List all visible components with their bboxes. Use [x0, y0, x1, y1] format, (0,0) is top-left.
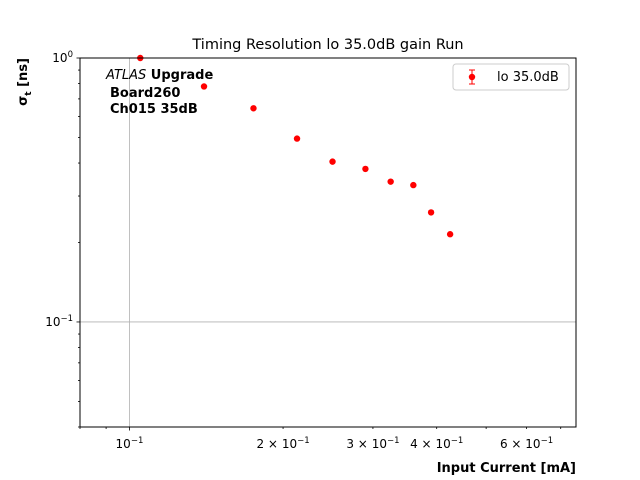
- data-point: [200, 83, 208, 90]
- x-tick-label: 2 × 10−1: [256, 436, 309, 451]
- chart-title: Timing Resolution lo 35.0dB gain Run: [191, 37, 463, 53]
- data-point: [446, 231, 454, 238]
- data-point: [362, 165, 369, 173]
- legend-marker: [468, 73, 476, 81]
- data-point: [293, 135, 301, 142]
- legend: lo 35.0dB: [452, 63, 570, 91]
- svg-text:ATLAS Upgrade: ATLAS Upgrade: [105, 68, 213, 83]
- board-label: Board260: [110, 86, 180, 101]
- data-point: [410, 181, 417, 189]
- x-tick-label: 3 × 10−1: [346, 436, 399, 451]
- data-point: [250, 105, 257, 112]
- grid: [80, 58, 576, 427]
- y-axis-label-unit: [ns]: [16, 58, 31, 91]
- y-axis-label-subscript: t: [24, 91, 34, 96]
- data-point: [329, 158, 336, 165]
- legend-label: lo 35.0dB: [497, 70, 559, 85]
- data-points: [137, 54, 454, 238]
- axis-ticks: 10−1 2 × 10−1 3 × 10−1 4 × 10−1 6 × 10−1 100 1…: [45, 50, 562, 451]
- y-axis-label: σt [ns]: [16, 58, 34, 106]
- plot-frame: [79, 57, 577, 428]
- x-axis-label: Input Current [mA]: [437, 461, 576, 476]
- x-tick-label: 6 × 10−1: [500, 436, 553, 451]
- upgrade-label: Upgrade: [146, 68, 213, 83]
- y-tick-label: 100: [52, 50, 73, 65]
- channel-label: Ch015 35dB: [110, 102, 198, 117]
- data-point: [387, 178, 394, 185]
- y-tick-label: 10−1: [45, 314, 73, 329]
- atlas-annotation: ATLAS Upgrade Board260 Ch015 35dB: [105, 68, 213, 117]
- data-point: [427, 209, 435, 216]
- y-axis-label-symbol: σ: [16, 96, 31, 106]
- legend-box: [452, 63, 570, 91]
- x-tick-label: 10−1: [116, 436, 144, 451]
- x-tick-label: 4 × 10−1: [410, 436, 463, 451]
- atlas-label: ATLAS: [105, 68, 146, 83]
